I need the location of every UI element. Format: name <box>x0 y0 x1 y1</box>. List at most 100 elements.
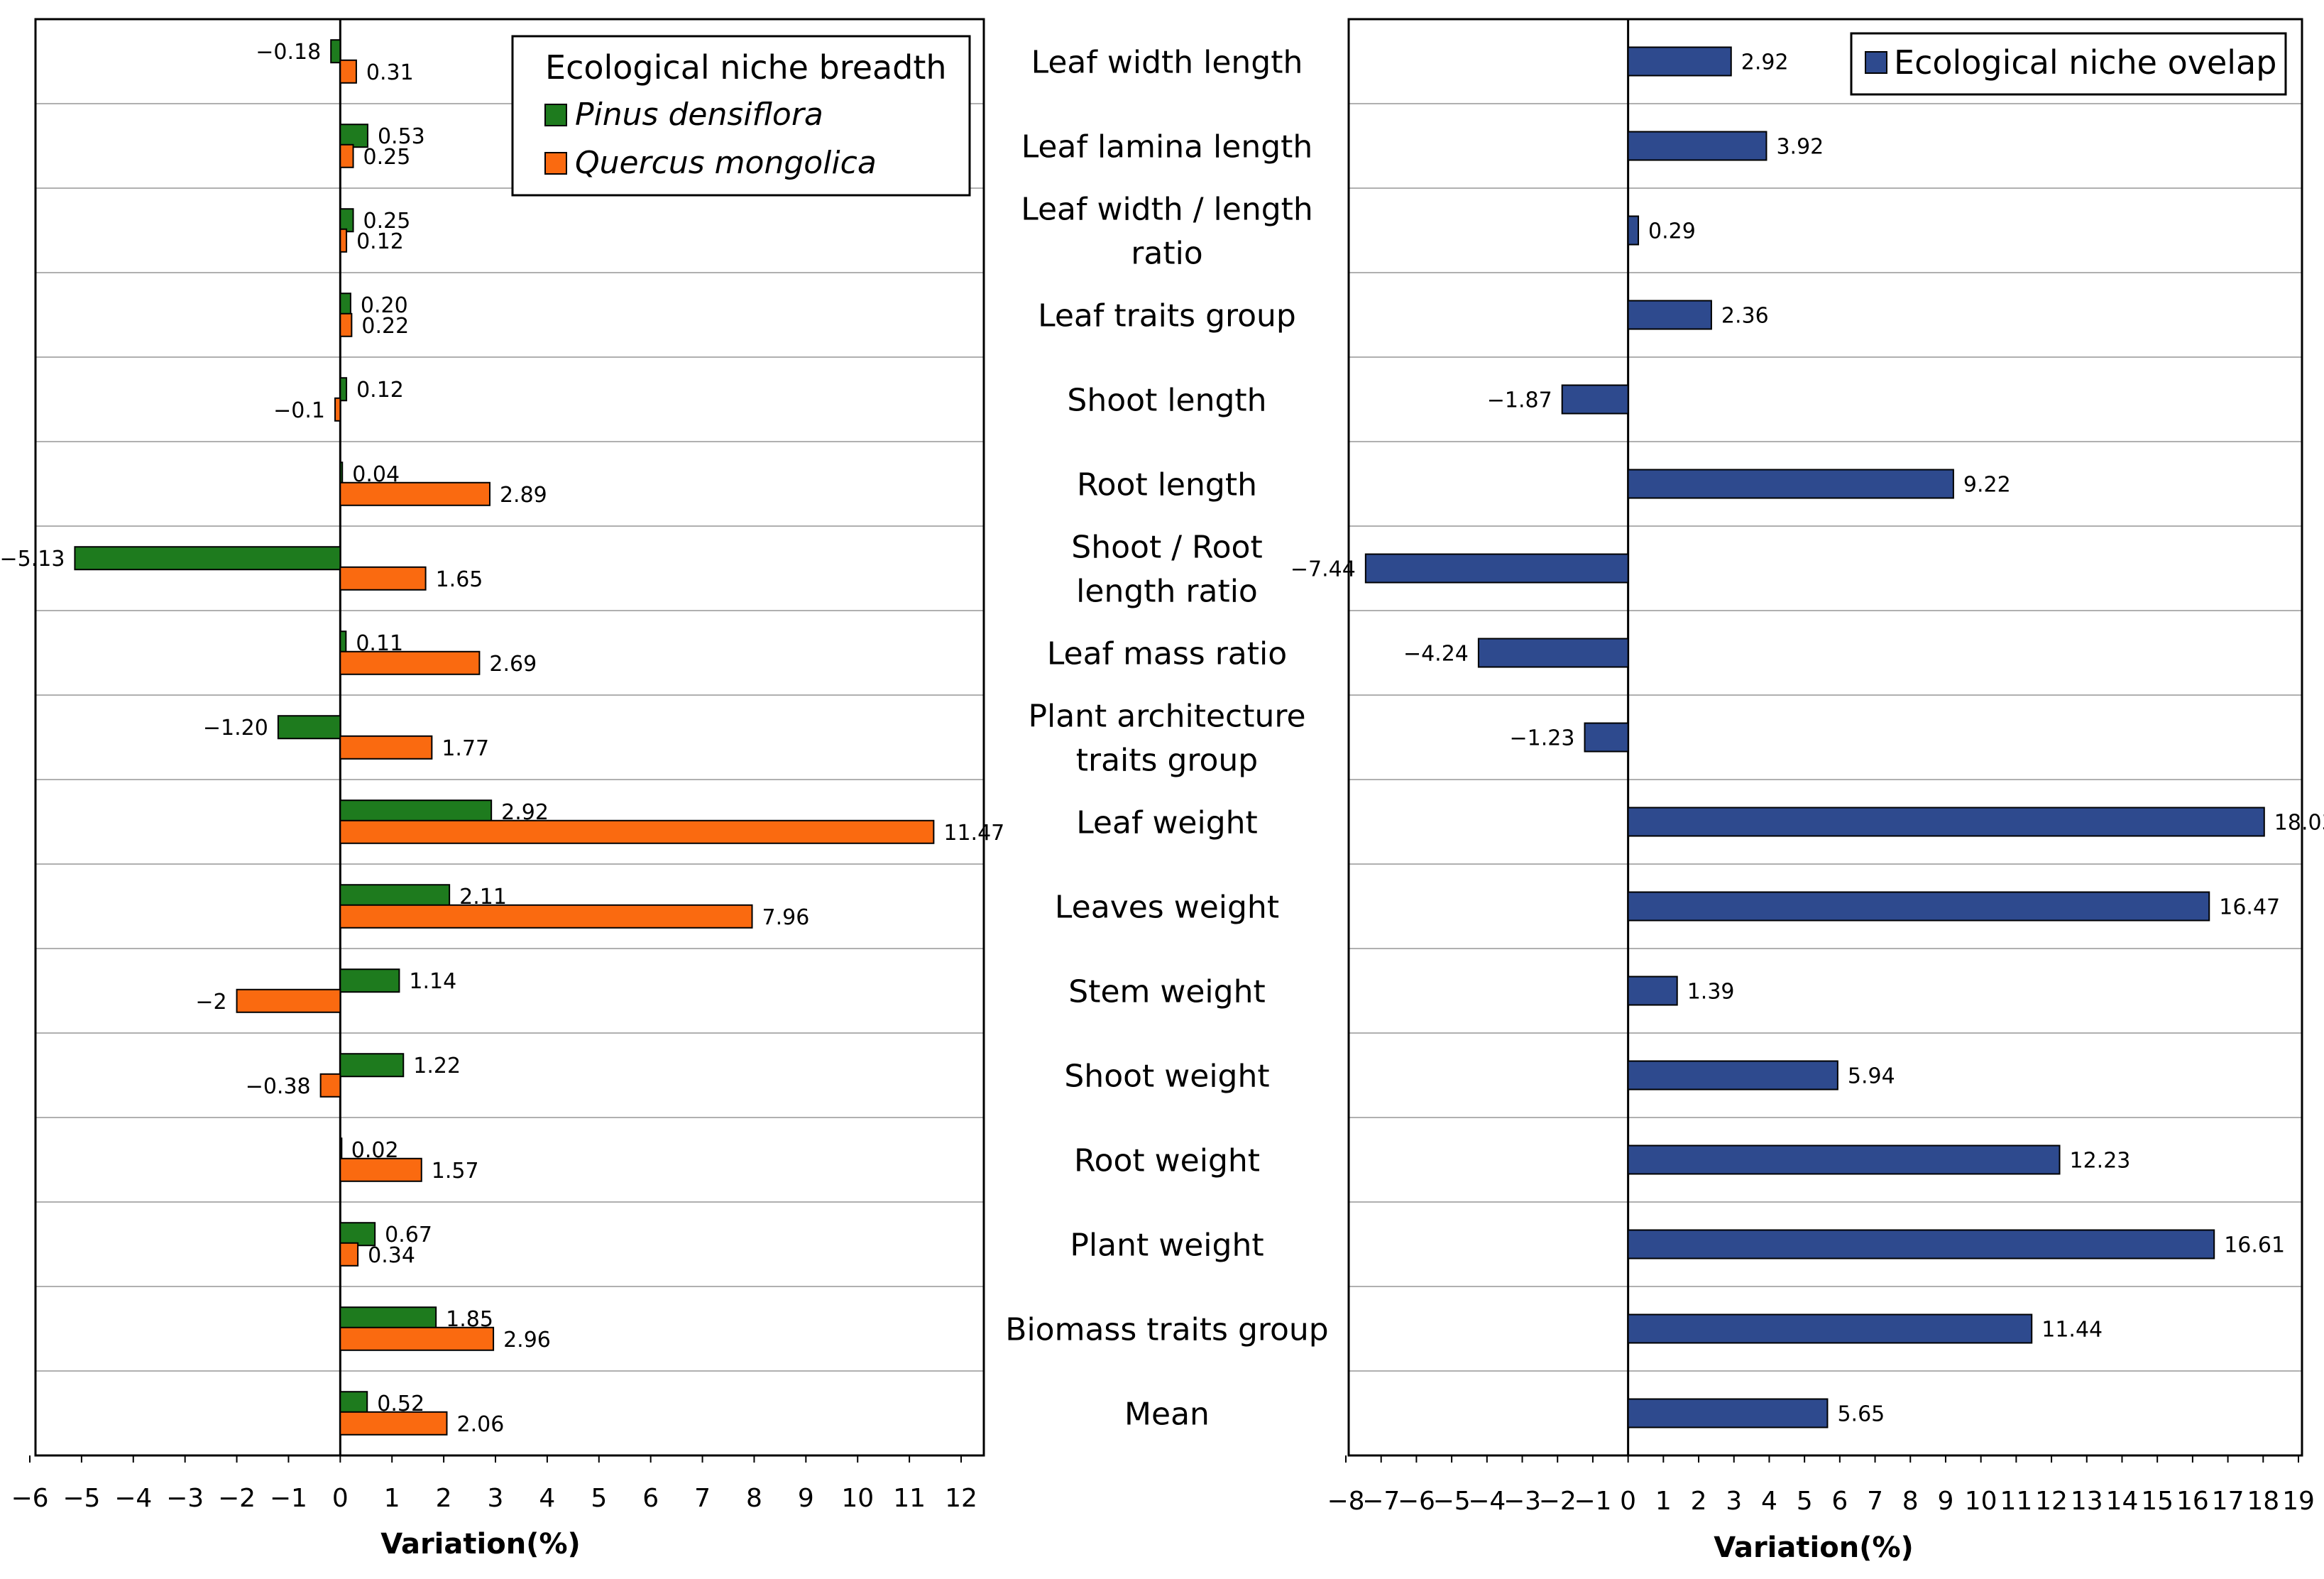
ecological-niche-ovelap-data-label: 5.94 <box>1848 1064 1895 1089</box>
right-x-tick-label: 17 <box>2212 1487 2244 1516</box>
trait-category-label: Stem weight <box>1068 974 1265 1010</box>
right-x-tick-label: 9 <box>1938 1487 1954 1516</box>
pinus-densiflora-data-label: 1.14 <box>409 969 456 994</box>
left-x-tick-label: 0 <box>332 1484 349 1513</box>
left-x-tick-label: 11 <box>893 1484 926 1513</box>
right-x-tick-label: 18 <box>2247 1487 2279 1516</box>
trait-category-label: Shoot length <box>1067 383 1266 419</box>
niche-breadth-data-labels: −0.180.530.250.200.120.04−5.130.11−1.202… <box>0 40 1004 1437</box>
quercus-mongolica-bar <box>236 988 341 1013</box>
trait-category-label: Leaf traits group <box>1038 298 1296 334</box>
left-x-tick-label: 8 <box>746 1484 762 1513</box>
niche-overlap-x-ticks: −8−7−6−5−4−3−2−1 0 1 2 3 4 5 6 7 8 9 10 11 12 13 14 15 16… <box>1327 1455 2315 1516</box>
right-x-tick-label: 6 <box>1831 1487 1848 1516</box>
left-x-tick-label: 10 <box>841 1484 874 1513</box>
pinus-densiflora-bar <box>339 124 368 148</box>
right-x-tick-label: 14 <box>2106 1487 2139 1516</box>
quercus-legend-swatch <box>544 152 567 175</box>
right-x-tick-label: 13 <box>2071 1487 2103 1516</box>
right-x-tick-label: −6 <box>1398 1487 1435 1516</box>
quercus-mongolica-data-label: 1.57 <box>432 1159 479 1184</box>
pinus-densiflora-data-label: 0.12 <box>356 378 404 403</box>
left-x-tick-label: 2 <box>436 1484 452 1513</box>
ecological-niche-ovelap-data-label: 16.61 <box>2224 1233 2285 1258</box>
ecological-niche-ovelap-bar <box>1584 722 1629 753</box>
ecological-niche-ovelap-bar <box>1627 1144 2061 1175</box>
ecological-niche-ovelap-data-label: 9.22 <box>1963 473 2011 498</box>
pinus-densiflora-data-label: −1.20 <box>203 716 268 741</box>
niche-overlap-bars <box>1349 19 2302 1455</box>
overlap-legend-label: Ecological niche ovelap <box>1894 43 2276 82</box>
right-x-tick-label: 3 <box>1726 1487 1742 1516</box>
quercus-mongolica-bar <box>339 59 357 84</box>
niche-breadth-legend-box <box>511 35 971 197</box>
pinus-densiflora-bar <box>339 968 400 993</box>
quercus-mongolica-bar <box>339 1157 422 1182</box>
pinus-densiflora-bar <box>339 208 354 233</box>
pinus-densiflora-data-label: 0.11 <box>356 631 403 656</box>
trait-category-label: Root weight <box>1074 1143 1260 1179</box>
pinus-densiflora-bar <box>339 1053 405 1078</box>
trait-category-label: Leaf width / length <box>1021 192 1313 228</box>
left-x-tick-label: 5 <box>591 1484 607 1513</box>
quercus-mongolica-bar <box>339 566 427 591</box>
right-x-tick-label: −8 <box>1327 1487 1364 1516</box>
trait-category-label: Shoot / Root <box>1071 530 1262 566</box>
right-x-tick-label: 5 <box>1797 1487 1813 1516</box>
left-x-tick-label: 1 <box>384 1484 400 1513</box>
trait-category-label: Leaf mass ratio <box>1047 636 1287 672</box>
ecological-niche-ovelap-bar <box>1627 1229 2215 1260</box>
pinus-densiflora-data-label: 0.67 <box>385 1223 432 1247</box>
quercus-mongolica-bar <box>319 1073 341 1098</box>
left-x-tick-label: 7 <box>694 1484 711 1513</box>
right-x-tick-label: 16 <box>2176 1487 2209 1516</box>
pinus-densiflora-data-label: 2.92 <box>501 800 549 825</box>
pinus-densiflora-bar <box>339 293 351 317</box>
quercus-mongolica-data-label: 0.25 <box>363 145 411 170</box>
ecological-niche-ovelap-data-label: 1.39 <box>1687 980 1735 1005</box>
right-x-tick-label: −2 <box>1539 1487 1577 1516</box>
quercus-mongolica-data-label: 0.22 <box>361 314 409 339</box>
right-x-tick-label: 8 <box>1902 1487 1919 1516</box>
niche-breadth-legend: Ecological niche breadth Pinus densiflor… <box>511 35 971 197</box>
quercus-mongolica-bar <box>334 397 341 422</box>
quercus-mongolica-data-label: 2.96 <box>503 1328 551 1353</box>
pinus-densiflora-bar <box>277 715 341 740</box>
ecological-niche-ovelap-data-label: 2.92 <box>1741 50 1789 75</box>
right-x-tick-label: 4 <box>1761 1487 1777 1516</box>
ecological-niche-ovelap-bar <box>1477 638 1629 668</box>
trait-category-label: length ratio <box>1076 574 1258 610</box>
quercus-mongolica-data-label: 11.47 <box>943 821 1004 846</box>
pinus-densiflora-bar <box>339 461 344 486</box>
ecological-niche-ovelap-bar <box>1627 46 1732 77</box>
pinus-legend-swatch <box>544 104 567 126</box>
pinus-densiflora-data-label: 0.53 <box>378 124 425 149</box>
niche-overlap-plot-frame <box>1347 18 2303 1457</box>
quercus-mongolica-data-label: −0.38 <box>246 1074 311 1099</box>
ecological-niche-ovelap-bar <box>1627 131 1767 161</box>
right-x-tick-label: 10 <box>1965 1487 1997 1516</box>
ecological-niche-ovelap-data-label: 2.36 <box>1721 304 1769 329</box>
niche-breadth-x-axis-title: Variation(%) <box>380 1528 581 1561</box>
ecological-niche-ovelap-data-label: 5.65 <box>1837 1402 1885 1427</box>
left-x-tick-label: 12 <box>945 1484 977 1513</box>
quercus-mongolica-bar <box>339 1326 495 1351</box>
pinus-densiflora-data-label: −0.18 <box>256 40 321 65</box>
left-x-tick-label: −1 <box>270 1484 307 1513</box>
trait-category-label: traits group <box>1076 743 1258 779</box>
right-x-tick-label: −4 <box>1468 1487 1506 1516</box>
niche-overlap-data-labels: 2.92 3.92 0.29 2.36 −1.87 9.22 −7.44 −4.24 −1.23… <box>1290 50 2324 1427</box>
quercus-mongolica-data-label: 2.89 <box>500 483 547 508</box>
quercus-mongolica-data-label: 2.06 <box>456 1412 504 1437</box>
pinus-legend-label: Pinus densiflora <box>575 97 823 133</box>
right-x-tick-label: 15 <box>2141 1487 2174 1516</box>
ecological-niche-ovelap-bar <box>1627 1060 1838 1091</box>
pinus-densiflora-bar <box>339 377 348 402</box>
quercus-mongolica-data-label: 0.31 <box>366 60 414 85</box>
left-x-tick-label: −5 <box>62 1484 100 1513</box>
ecological-niche-ovelap-bar <box>1627 1398 1829 1428</box>
niche-breadth-legend-title: Ecological niche breadth <box>545 48 947 87</box>
left-x-tick-label: 3 <box>488 1484 504 1513</box>
pinus-densiflora-data-label: 0.52 <box>377 1392 424 1416</box>
